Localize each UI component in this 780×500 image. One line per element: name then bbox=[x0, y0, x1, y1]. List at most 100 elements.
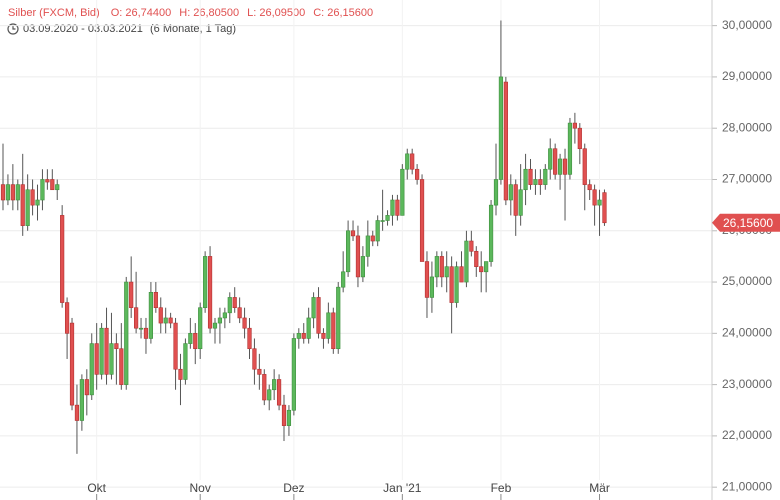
candle-body bbox=[45, 179, 50, 183]
candle-body bbox=[390, 199, 395, 216]
candle-body bbox=[0, 184, 6, 201]
candle-body bbox=[602, 192, 607, 224]
candle-body bbox=[217, 317, 223, 324]
candle-body bbox=[474, 250, 479, 267]
candle-body bbox=[10, 184, 15, 201]
candle-body bbox=[597, 199, 602, 206]
y-tick-label: 23,00000 bbox=[722, 377, 772, 391]
candle-body bbox=[94, 343, 99, 375]
candle-body bbox=[567, 122, 573, 175]
ohlc-name: H: bbox=[179, 7, 190, 19]
candle-body bbox=[370, 235, 375, 242]
candle-body bbox=[345, 230, 351, 273]
candle-body bbox=[69, 322, 75, 406]
candle-body bbox=[286, 409, 292, 426]
candle-body bbox=[15, 184, 20, 201]
clock-icon bbox=[7, 23, 19, 35]
candle-body bbox=[198, 307, 203, 350]
period: (6 Monate, 1 Tag) bbox=[150, 23, 236, 35]
candle-body bbox=[410, 153, 415, 170]
candle-body bbox=[296, 333, 301, 339]
candle-body bbox=[459, 266, 464, 283]
candle-body bbox=[153, 292, 158, 308]
candle-body bbox=[582, 148, 587, 185]
candle-body bbox=[276, 379, 282, 406]
chart-title: Silber (FXCM, Bid) bbox=[8, 7, 100, 19]
candle-body bbox=[385, 215, 390, 221]
candle-body bbox=[252, 348, 257, 370]
candle-body bbox=[538, 179, 543, 185]
last-price-tag bbox=[712, 213, 780, 232]
candle-body bbox=[375, 220, 380, 242]
candle-body bbox=[119, 348, 124, 385]
ohlc-value: 26,09500 bbox=[259, 7, 305, 19]
y-tick-label: 25,00000 bbox=[722, 274, 772, 288]
candle-body bbox=[587, 184, 592, 191]
candle-body bbox=[207, 256, 213, 329]
candle-body bbox=[326, 312, 331, 339]
candle-body bbox=[498, 76, 504, 180]
y-tick-label: 27,00000 bbox=[722, 172, 772, 186]
y-tick-label: 30,00000 bbox=[722, 18, 772, 32]
candle-body bbox=[484, 261, 489, 273]
candle-body bbox=[429, 276, 435, 298]
candle-body bbox=[439, 256, 444, 278]
candle-body bbox=[79, 379, 84, 421]
candle-body bbox=[350, 230, 356, 237]
candle-body bbox=[488, 204, 494, 262]
candle-body bbox=[503, 81, 508, 201]
candle-body bbox=[109, 343, 114, 375]
candle-body bbox=[222, 312, 227, 319]
candle-body bbox=[163, 317, 168, 324]
candle-body bbox=[183, 343, 188, 380]
candle-body bbox=[321, 333, 326, 339]
candle-body bbox=[365, 235, 370, 257]
candle-body bbox=[355, 235, 361, 278]
candle-body bbox=[35, 199, 40, 206]
candle-body bbox=[577, 127, 582, 150]
candle-body bbox=[25, 189, 30, 226]
candle-body bbox=[395, 199, 400, 216]
candle-body bbox=[50, 179, 55, 191]
header: Silber (FXCM, Bid) O: 26,74400 H: 26,80500 L… bbox=[7, 7, 373, 35]
candle-body bbox=[262, 374, 267, 401]
candle-body bbox=[267, 389, 272, 401]
candle-body bbox=[405, 153, 410, 170]
candle-body bbox=[311, 297, 316, 319]
candle-body bbox=[360, 256, 365, 278]
candle-body bbox=[572, 122, 577, 129]
candle-body bbox=[247, 327, 252, 350]
y-tick-label: 29,00000 bbox=[722, 69, 772, 83]
candle-body bbox=[523, 168, 528, 191]
candle-body bbox=[99, 327, 104, 375]
candle-body bbox=[242, 317, 247, 329]
ohlc-name: C: bbox=[313, 7, 324, 19]
last-price-label: 26,15600 bbox=[723, 216, 773, 230]
ohlc-name: L: bbox=[247, 7, 256, 19]
candle-body bbox=[592, 189, 597, 206]
candle-body bbox=[316, 297, 321, 334]
candle-body bbox=[64, 302, 70, 334]
candle-body bbox=[454, 266, 459, 303]
candle-body bbox=[232, 297, 237, 308]
candle-body bbox=[548, 148, 553, 170]
candle-body bbox=[291, 338, 296, 411]
x-tick-label: Nov bbox=[190, 481, 211, 495]
candle-body bbox=[479, 266, 484, 273]
candle-body bbox=[203, 256, 208, 308]
candle-body bbox=[508, 184, 513, 201]
x-tick-label: Mär bbox=[589, 481, 610, 495]
candle-body bbox=[464, 240, 469, 283]
candle-body bbox=[74, 404, 80, 421]
y-tick-label: 28,00000 bbox=[722, 120, 772, 134]
candle-body bbox=[513, 184, 518, 216]
candle-body bbox=[168, 317, 173, 324]
candle-body bbox=[158, 307, 163, 324]
candle-body bbox=[533, 179, 538, 185]
candle-body bbox=[415, 168, 420, 180]
candle-body bbox=[331, 312, 336, 350]
x-tick-label: Dez bbox=[283, 481, 304, 495]
candle-body bbox=[380, 220, 385, 222]
candle-body bbox=[306, 317, 311, 339]
candle-body bbox=[124, 281, 129, 385]
